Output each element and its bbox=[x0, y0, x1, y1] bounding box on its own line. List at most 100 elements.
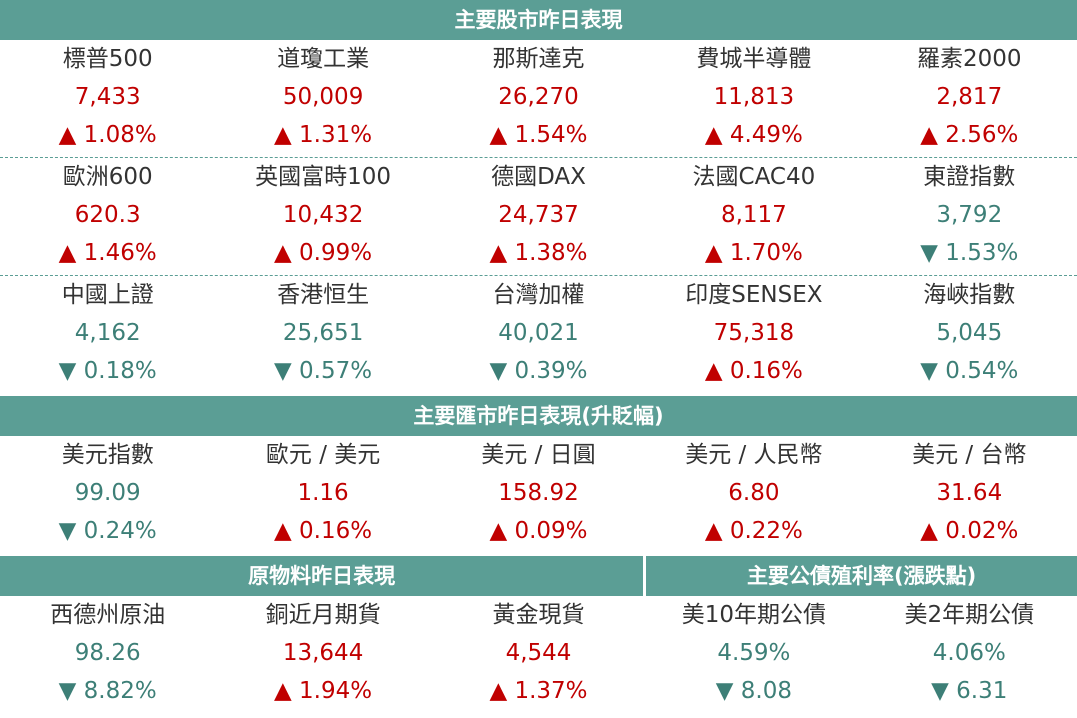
quote-change: ▼ 8.82% bbox=[58, 678, 157, 704]
quote-cell: 中國上證 4,162 ▼ 0.18% bbox=[0, 276, 215, 394]
quote-change: ▲ 4.49% bbox=[704, 122, 803, 148]
quote-value: 8,117 bbox=[720, 202, 787, 228]
quote-cell: 海峽指數 5,045 ▼ 0.54% bbox=[862, 276, 1077, 394]
quote-cell: 印度SENSEX 75,318 ▲ 0.16% bbox=[646, 276, 861, 394]
quote-value: 13,644 bbox=[282, 640, 364, 666]
section-header: 主要匯市昨日表現(升貶幅) bbox=[0, 396, 1077, 436]
quote-name: 道瓊工業 bbox=[277, 46, 370, 72]
quote-cell: 美10年期公債 4.59% ▼ 8.08 bbox=[646, 596, 861, 714]
quote-value: 75,318 bbox=[713, 320, 795, 346]
quote-cell: 英國富時100 10,432 ▲ 0.99% bbox=[215, 158, 430, 276]
quote-change: ▲ 0.16% bbox=[704, 358, 803, 384]
quote-cell: 法國CAC40 8,117 ▲ 1.70% bbox=[646, 158, 861, 276]
quote-value: 3,792 bbox=[936, 202, 1003, 228]
quote-change: ▼ 0.24% bbox=[58, 518, 157, 544]
quote-change: ▲ 1.70% bbox=[704, 240, 803, 266]
quote-value: 620.3 bbox=[74, 202, 141, 228]
section-header: 主要股市昨日表現 bbox=[0, 0, 1077, 40]
quote-value: 4,544 bbox=[505, 640, 572, 666]
row-divider bbox=[0, 275, 1077, 276]
quote-name: 歐洲600 bbox=[62, 164, 153, 190]
quote-name: 標普500 bbox=[62, 46, 153, 72]
row-divider bbox=[0, 157, 1077, 158]
quote-value: 50,009 bbox=[282, 84, 364, 110]
section-header: 原物料昨日表現 bbox=[0, 556, 644, 596]
quote-value: 25,651 bbox=[282, 320, 364, 346]
quote-name: 美元 / 人民幣 bbox=[685, 442, 823, 468]
quote-cell: 歐元 / 美元 1.16 ▲ 0.16% bbox=[215, 436, 430, 554]
quote-value: 40,021 bbox=[498, 320, 579, 346]
quote-change: ▲ 1.37% bbox=[489, 678, 588, 704]
quote-change: ▼ 1.53% bbox=[920, 240, 1019, 266]
quote-value: 4.06% bbox=[932, 640, 1006, 666]
quote-cell: 標普500 7,433 ▲ 1.08% bbox=[0, 40, 215, 158]
quote-name: 法國CAC40 bbox=[692, 164, 816, 190]
quote-value: 4,162 bbox=[74, 320, 141, 346]
quote-name: 美元指數 bbox=[61, 442, 154, 468]
quote-value: 7,433 bbox=[74, 84, 141, 110]
quote-name: 美2年期公債 bbox=[904, 602, 1035, 628]
quote-cell: 美元 / 人民幣 6.80 ▲ 0.22% bbox=[646, 436, 861, 554]
quote-cell: 美2年期公債 4.06% ▼ 6.31 bbox=[862, 596, 1077, 714]
quote-name: 那斯達克 bbox=[492, 46, 585, 72]
quote-cell: 歐洲600 620.3 ▲ 1.46% bbox=[0, 158, 215, 276]
quote-value: 24,737 bbox=[498, 202, 579, 228]
quote-name: 費城半導體 bbox=[696, 46, 812, 72]
quote-change: ▲ 1.08% bbox=[58, 122, 157, 148]
quote-change: ▲ 1.94% bbox=[274, 678, 373, 704]
quote-change: ▲ 1.31% bbox=[274, 122, 373, 148]
quote-name: 羅素2000 bbox=[917, 46, 1022, 72]
quote-change: ▲ 1.54% bbox=[489, 122, 588, 148]
quote-change: ▲ 0.02% bbox=[920, 518, 1019, 544]
quote-cell: 美元指數 99.09 ▼ 0.24% bbox=[0, 436, 215, 554]
quote-cell: 道瓊工業 50,009 ▲ 1.31% bbox=[215, 40, 430, 158]
quote-name: 德國DAX bbox=[491, 164, 586, 190]
quote-change: ▲ 0.99% bbox=[274, 240, 373, 266]
quote-change: ▼ 6.31 bbox=[931, 678, 1008, 704]
quote-name: 東證指數 bbox=[923, 164, 1016, 190]
quote-value: 1.16 bbox=[297, 480, 349, 506]
quote-change: ▼ 0.54% bbox=[920, 358, 1019, 384]
quote-name: 銅近月期貨 bbox=[265, 602, 381, 628]
quote-name: 印度SENSEX bbox=[685, 282, 823, 308]
quote-cell: 那斯達克 26,270 ▲ 1.54% bbox=[431, 40, 646, 158]
quote-change: ▼ 0.39% bbox=[489, 358, 588, 384]
quote-value: 10,432 bbox=[282, 202, 364, 228]
quote-cell: 羅素2000 2,817 ▲ 2.56% bbox=[862, 40, 1077, 158]
quote-name: 海峽指數 bbox=[923, 282, 1016, 308]
quote-cell: 東證指數 3,792 ▼ 1.53% bbox=[862, 158, 1077, 276]
quote-name: 西德州原油 bbox=[50, 602, 166, 628]
quote-cell: 德國DAX 24,737 ▲ 1.38% bbox=[431, 158, 646, 276]
section-header: 主要公債殖利率(漲跌點) bbox=[646, 556, 1077, 596]
quote-cell: 西德州原油 98.26 ▼ 8.82% bbox=[0, 596, 215, 714]
quote-value: 98.26 bbox=[74, 640, 141, 666]
quote-name: 美元 / 台幣 bbox=[912, 442, 1027, 468]
quote-name: 歐元 / 美元 bbox=[265, 442, 381, 468]
quote-name: 黃金現貨 bbox=[492, 602, 585, 628]
quote-value: 26,270 bbox=[498, 84, 579, 110]
quote-change: ▲ 1.38% bbox=[489, 240, 588, 266]
quote-name: 英國富時100 bbox=[255, 164, 392, 190]
quote-name: 中國上證 bbox=[61, 282, 154, 308]
quote-name: 美10年期公債 bbox=[681, 602, 827, 628]
quote-value: 2,817 bbox=[936, 84, 1003, 110]
quote-change: ▼ 0.18% bbox=[58, 358, 157, 384]
quote-cell: 美元 / 台幣 31.64 ▲ 0.02% bbox=[862, 436, 1077, 554]
quote-cell: 費城半導體 11,813 ▲ 4.49% bbox=[646, 40, 861, 158]
quote-cell: 台灣加權 40,021 ▼ 0.39% bbox=[431, 276, 646, 394]
quote-change: ▲ 2.56% bbox=[920, 122, 1019, 148]
quote-value: 5,045 bbox=[936, 320, 1003, 346]
quote-cell: 香港恒生 25,651 ▼ 0.57% bbox=[215, 276, 430, 394]
quote-change: ▲ 0.22% bbox=[704, 518, 803, 544]
quote-value: 11,813 bbox=[713, 84, 795, 110]
quote-change: ▲ 1.46% bbox=[58, 240, 157, 266]
quote-value: 4.59% bbox=[717, 640, 791, 666]
quote-change: ▼ 0.57% bbox=[274, 358, 373, 384]
quote-cell: 美元 / 日圓 158.92 ▲ 0.09% bbox=[431, 436, 646, 554]
quote-value: 99.09 bbox=[74, 480, 141, 506]
quote-name: 美元 / 日圓 bbox=[481, 442, 596, 468]
quote-change: ▲ 0.09% bbox=[489, 518, 588, 544]
quote-cell: 黃金現貨 4,544 ▲ 1.37% bbox=[431, 596, 646, 714]
quote-change: ▼ 8.08 bbox=[715, 678, 792, 704]
